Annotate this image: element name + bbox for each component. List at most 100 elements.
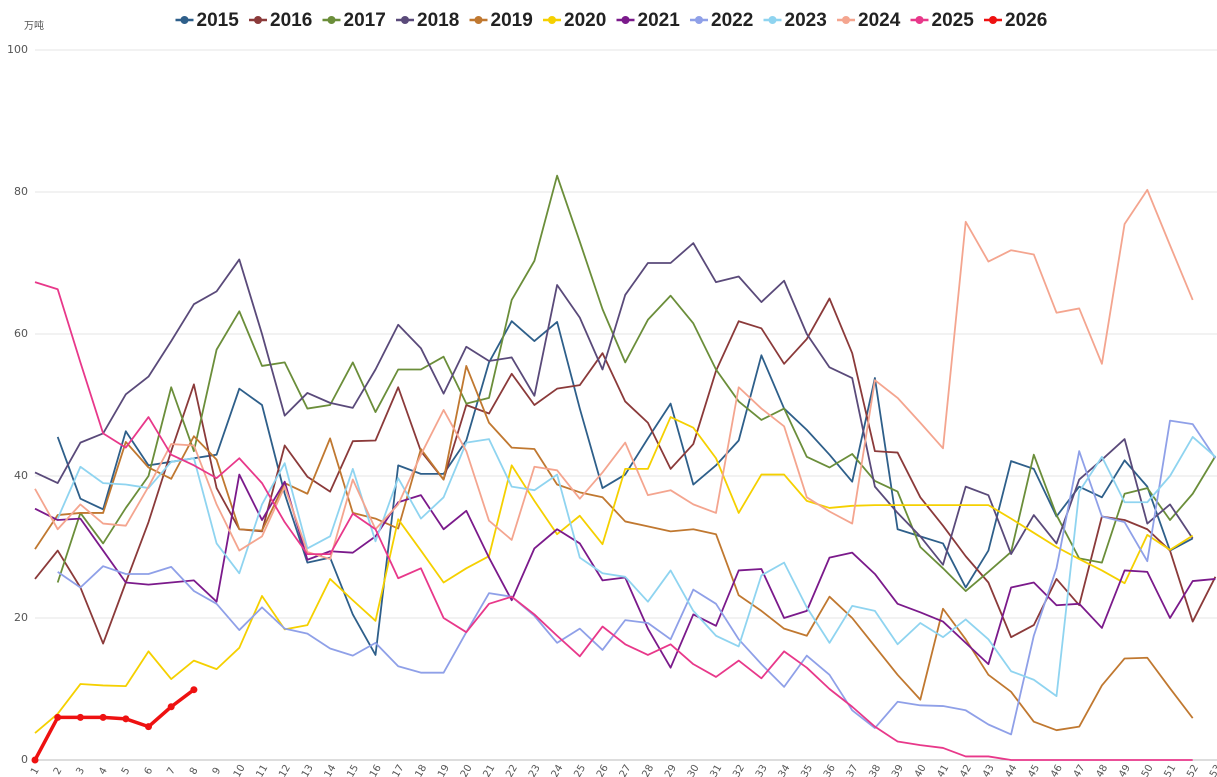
series-line [34,281,1193,761]
x-tick-label: 23 [527,763,543,777]
point [31,756,39,764]
x-tick-label: 1 [29,766,42,777]
unit-label: 万吨 [24,19,44,32]
legend-label: 2025 [932,10,975,31]
series-line [57,419,1217,736]
x-tick-label: 53 [1208,763,1217,777]
point [190,686,198,694]
x-tick-label: 2 [52,766,65,777]
x-tick-label: 43 [981,763,997,777]
legend-label: 2020 [564,10,606,31]
x-tick-label: 6 [143,766,156,777]
x-tick-label: 37 [845,763,861,777]
legend-label: 2018 [417,10,459,31]
x-tick-label: 29 [663,763,679,777]
x-tick-label: 50 [1140,763,1156,777]
x-tick-label: 38 [867,763,883,777]
y-tick-label: 40 [14,469,28,482]
legend-label: 2024 [858,10,901,31]
x-tick-label: 34 [777,763,793,777]
legend-marker [621,16,630,24]
legend-marker [842,16,850,24]
x-tick-label: 19 [436,763,452,777]
series-line [34,473,1216,669]
series-line [34,365,1194,732]
x-tick-label: 3 [74,766,87,777]
series-line [56,320,1194,656]
y-tick-label: 100 [7,43,28,56]
x-tick-label: 52 [1185,763,1201,777]
legend-marker [401,16,409,24]
legend-label: 2015 [197,10,240,31]
x-tick-label: 17 [391,763,407,777]
y-tick-label: 80 [14,185,28,198]
x-tick-label: 9 [211,766,224,777]
legend-label: 2026 [1005,10,1047,31]
x-tick-label: 20 [459,763,475,777]
x-tick-label: 10 [232,763,248,777]
x-tick-label: 12 [277,763,293,777]
x-tick-label: 44 [1004,763,1020,777]
series-line [34,242,1194,566]
point [145,723,152,731]
x-tick-label: 15 [345,763,361,777]
x-tick-label: 27 [618,763,634,777]
y-tick-label: 0 [21,753,28,766]
point [167,703,175,711]
x-tick-label: 41 [935,763,951,777]
x-tick-label: 32 [731,763,747,777]
legend-label: 2016 [270,10,312,31]
x-tick-label: 26 [595,763,611,777]
series-line [34,416,1194,734]
legend-label: 2023 [785,10,827,31]
legend-marker [474,16,483,24]
x-tick-label: 42 [958,763,974,777]
x-tick-label: 40 [913,763,929,777]
legend-marker [768,16,777,24]
legend-marker [548,16,556,24]
x-tick-label: 25 [572,763,588,777]
legend-label: 2022 [711,10,753,31]
x-tick-label: 31 [708,763,724,777]
legend-marker [327,16,336,24]
x-tick-label: 35 [799,763,815,777]
x-tick-label: 4 [97,766,110,777]
x-tick-label: 8 [188,766,201,777]
legend-label: 2019 [491,10,533,31]
x-tick-label: 24 [550,763,566,777]
point [54,713,62,721]
x-tick-label: 33 [754,763,770,777]
x-tick-label: 51 [1162,763,1178,777]
x-tick-label: 39 [890,763,906,777]
series-line [34,188,1194,560]
legend-label: 2017 [344,10,386,31]
point [76,713,84,721]
legend-marker [695,16,703,24]
series-line [56,174,1217,592]
y-tick-label: 60 [14,327,28,340]
x-tick-label: 28 [640,763,656,777]
x-tick-label: 46 [1049,763,1065,777]
legend-marker [989,16,997,24]
x-tick-label: 21 [481,763,497,777]
series-line [56,436,1216,697]
x-tick-label: 48 [1094,763,1110,777]
x-tick-label: 11 [254,763,270,777]
y-tick-label: 20 [14,611,28,624]
x-tick-label: 5 [120,766,133,777]
series-line [33,688,195,761]
x-tick-label: 18 [413,763,429,777]
x-tick-label: 36 [822,763,838,777]
legend-marker [180,16,189,24]
x-tick-label: 14 [323,763,339,777]
legend-marker [915,16,924,24]
x-tick-label: 49 [1117,763,1133,777]
x-tick-label: 13 [300,763,316,777]
legend-label: 2021 [638,10,681,31]
legend-marker [254,16,262,24]
x-tick-label: 22 [504,763,520,777]
x-tick-label: 16 [368,763,384,777]
x-tick-label: 47 [1072,763,1088,777]
point [122,715,130,723]
